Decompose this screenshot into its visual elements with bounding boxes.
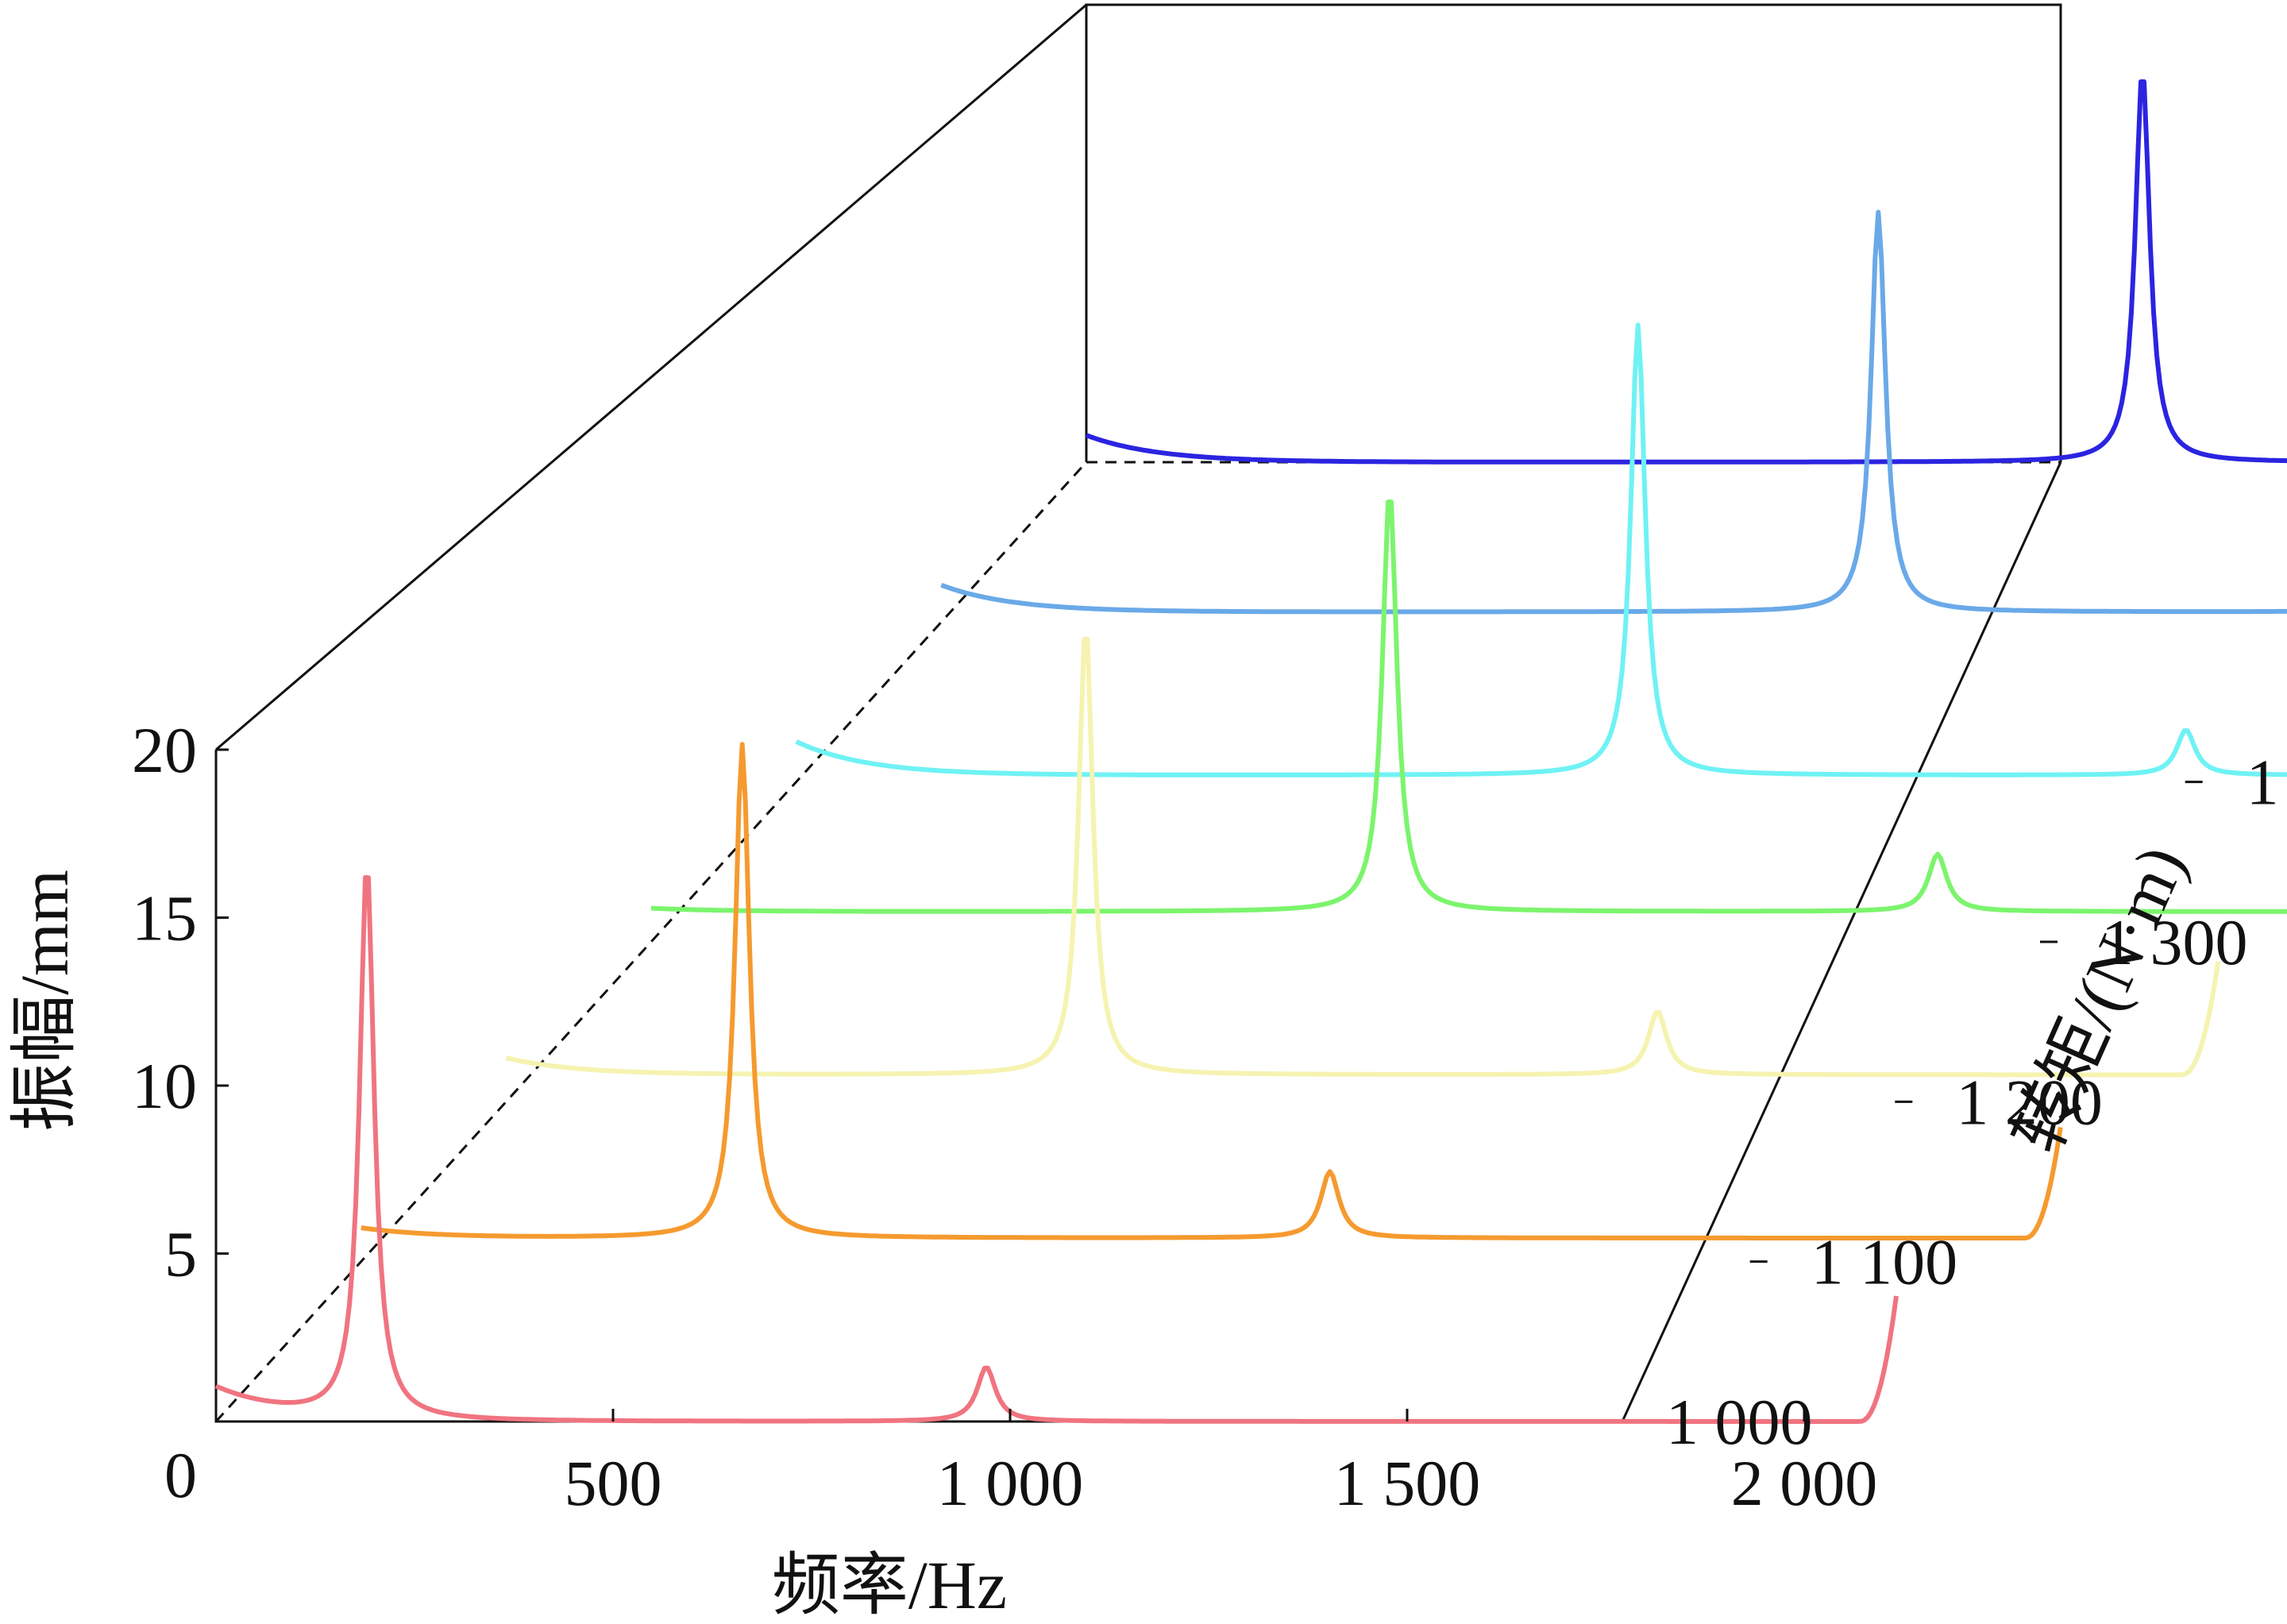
y-axis-label: 振幅/mm xyxy=(6,870,83,1132)
y-tick-label: 10 xyxy=(132,1050,197,1122)
series-line-1000 xyxy=(214,875,1899,1424)
series-line-1400 xyxy=(795,322,2287,777)
series-line-1500 xyxy=(940,210,2287,615)
y-tick-label: 0 xyxy=(164,1439,197,1511)
z-tick-label: 1 200 xyxy=(1956,1066,2103,1138)
x-tick-label: 1 500 xyxy=(1334,1447,1481,1519)
series-line-1600 xyxy=(1085,79,2287,465)
depth-axis-line xyxy=(1621,461,2062,1422)
y-tick-label: 5 xyxy=(164,1218,197,1290)
series-line-1200 xyxy=(505,636,2221,1078)
x-tick-label: 500 xyxy=(565,1447,662,1519)
z-tick-label: 1 100 xyxy=(1811,1226,1958,1298)
x-axis-label: 频率/Hz xyxy=(772,1547,1007,1623)
ticks-layer: 500 1 000 1 500 2 000 0 5 10 15 20 1 000 1 100 1 20… xyxy=(132,714,2287,1519)
x-tick-label: 1 000 xyxy=(937,1447,1084,1519)
y-tick-label: 15 xyxy=(132,882,197,955)
series-line-1300 xyxy=(650,500,2287,914)
z-tick-label: 1 300 xyxy=(2101,906,2248,978)
top-left-depth-edge xyxy=(215,3,1087,751)
series-layer xyxy=(214,79,2287,1424)
x-tick-label: 2 000 xyxy=(1731,1447,1878,1519)
zero-depth-dashed-line xyxy=(214,461,1088,1423)
series-line-1100 xyxy=(361,742,2063,1240)
y-tick-label: 20 xyxy=(132,714,197,786)
back-wall-frame xyxy=(1085,3,2062,462)
z-tick-label: 1 400 xyxy=(2247,746,2287,819)
z-tick-label: 1 000 xyxy=(1666,1386,1813,1458)
